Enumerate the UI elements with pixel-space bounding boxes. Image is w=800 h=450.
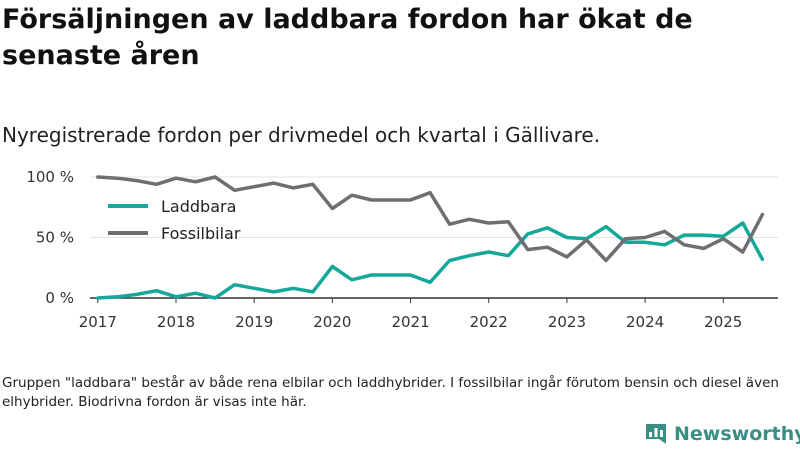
x-tick-label: 2024 [626, 313, 664, 331]
y-axis-labels: 0 % 50 % 100 % [26, 168, 74, 307]
brand-name: Newsworthy [674, 423, 800, 445]
y-tick-label: 0 % [45, 289, 74, 307]
x-tick-label: 2023 [548, 313, 586, 331]
y-tick-label: 100 % [26, 168, 74, 186]
brand-logo: Newsworthy [644, 418, 800, 450]
x-tick-label: 2025 [704, 313, 742, 331]
footnote: Gruppen "laddbara" består av både rena e… [2, 375, 779, 410]
x-tick-label: 2021 [391, 313, 429, 331]
series-line-fossilbilar [96, 175, 765, 263]
series-line-laddbara [96, 221, 765, 300]
page-title: Försäljningen av laddbara fordon har öka… [2, 4, 693, 71]
x-tick-label: 2020 [313, 313, 351, 331]
newsworthy-logo-icon [646, 424, 666, 444]
chart-subtitle: Nyregistrerade fordon per drivmedel och … [2, 123, 601, 147]
x-axis: 2017 2018 2019 2020 2021 2022 2023 2024 2025 [79, 297, 778, 331]
x-tick-label: 2017 [79, 313, 117, 331]
x-tick-label: 2018 [157, 313, 195, 331]
legend: Laddbara Fossilbilar [108, 197, 241, 243]
x-tick-label: 2019 [235, 313, 273, 331]
y-tick-label: 50 % [36, 229, 74, 247]
legend-label: Fossilbilar [161, 224, 241, 243]
series-lines [96, 175, 765, 300]
x-tick-label: 2022 [470, 313, 508, 331]
gridlines [90, 176, 778, 238]
line-chart: 2017 2018 2019 2020 2021 2022 2023 2024 2025 0 %… [26, 168, 778, 331]
legend-label: Laddbara [161, 197, 236, 216]
